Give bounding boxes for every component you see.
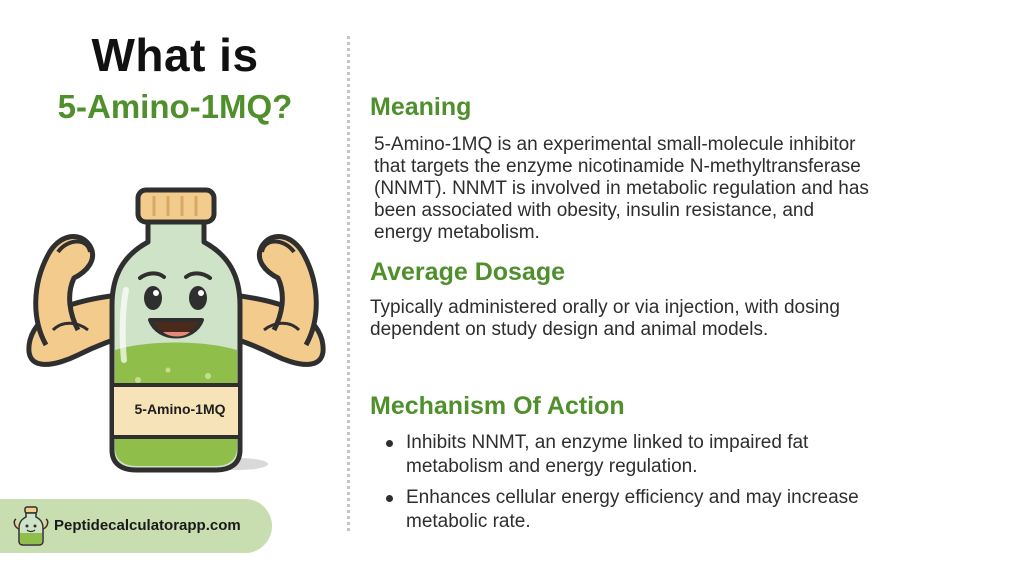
peptide-calculator-logo-icon bbox=[13, 506, 49, 546]
mechanism-bullet-list: Inhibits NNMT, an enzyme linked to impai… bbox=[384, 431, 984, 541]
title-line-1: What is bbox=[91, 29, 259, 81]
title-line-2: 5-Amino-1MQ? bbox=[57, 88, 293, 125]
site-link[interactable]: Peptidecalculatorapp.com bbox=[54, 517, 241, 534]
dosage-text: Typically administered orally or via inj… bbox=[370, 297, 840, 340]
mascot-bottle-label: 5-Amino-1MQ bbox=[134, 401, 226, 417]
bullet-dot-icon bbox=[386, 440, 393, 447]
mechanism-heading: Mechanism Of Action bbox=[370, 392, 625, 420]
meaning-text: 5-Amino-1MQ is an experimental small-mol… bbox=[374, 134, 869, 243]
meaning-heading: Meaning bbox=[370, 93, 472, 121]
list-item: Enhances cellular energy efficiency and … bbox=[384, 486, 984, 534]
dosage-heading: Average Dosage bbox=[370, 258, 565, 286]
site-badge[interactable]: Peptidecalculatorapp.com bbox=[0, 499, 272, 553]
flexing-bottle-mascot-icon bbox=[26, 187, 326, 473]
bullet-dot-icon bbox=[386, 495, 393, 502]
dotted-divider bbox=[347, 36, 350, 531]
list-item: Inhibits NNMT, an enzyme linked to impai… bbox=[384, 431, 984, 479]
